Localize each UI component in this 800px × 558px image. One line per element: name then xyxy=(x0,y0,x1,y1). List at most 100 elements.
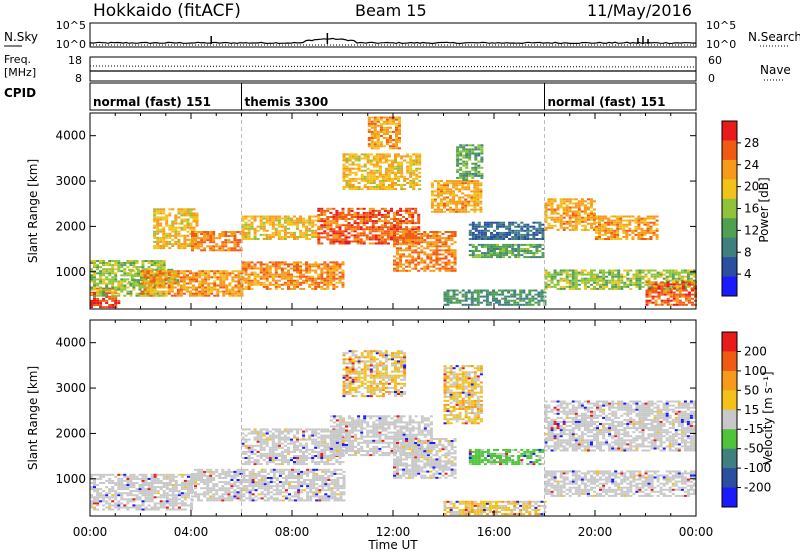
echo-cell xyxy=(510,296,513,298)
echo-cell xyxy=(343,172,346,174)
echo-cell xyxy=(474,300,477,302)
echo-cell xyxy=(467,182,470,184)
echo-cell xyxy=(349,172,352,174)
echo-cell xyxy=(534,298,537,300)
echo-cell xyxy=(290,288,293,290)
echo-cell xyxy=(96,289,99,291)
echo-cell xyxy=(153,237,156,239)
echo-cell xyxy=(516,302,519,304)
echo-cell xyxy=(490,254,493,256)
echo-cell xyxy=(177,216,180,218)
echo-cell xyxy=(634,230,637,232)
echo-cell xyxy=(363,216,366,218)
echo-cell xyxy=(652,287,655,289)
echo-cell xyxy=(502,222,505,224)
echo-cell xyxy=(616,216,619,218)
echo-cell xyxy=(566,213,569,215)
echo-cell xyxy=(142,260,145,262)
echo-cell xyxy=(438,253,441,255)
echo-cell xyxy=(648,270,651,272)
echo-cell xyxy=(281,226,284,228)
echo-cell xyxy=(366,236,369,238)
echo-cell xyxy=(326,224,329,226)
echo-cell xyxy=(233,239,236,241)
echo-cell xyxy=(601,238,604,240)
echo-cell xyxy=(171,243,174,245)
echo-cell xyxy=(102,293,105,295)
echo-cell xyxy=(513,292,516,294)
echo-cell xyxy=(257,216,260,218)
echo-cell xyxy=(566,286,569,288)
echo-cell xyxy=(142,494,145,496)
echo-cell xyxy=(335,274,338,276)
echo-cell xyxy=(108,498,111,500)
echo-cell xyxy=(399,224,402,226)
echo-cell xyxy=(377,133,380,135)
echo-cell xyxy=(616,228,619,230)
echo-cell xyxy=(405,212,408,214)
echo-cell xyxy=(405,231,408,233)
echo-cell xyxy=(145,482,148,484)
echo-cell xyxy=(335,230,338,232)
echo-cell xyxy=(191,249,194,251)
echo-cell xyxy=(676,304,679,306)
echo-cell xyxy=(641,234,644,236)
echo-cell xyxy=(293,268,296,270)
echo-cell xyxy=(655,292,658,294)
echo-cell xyxy=(462,148,465,150)
echo-cell xyxy=(431,203,434,205)
echo-cell xyxy=(272,274,275,276)
echo-cell xyxy=(180,291,183,293)
echo-cell xyxy=(376,186,379,188)
echo-cell xyxy=(93,488,96,490)
echo-cell xyxy=(563,288,566,290)
echo-cell xyxy=(105,500,108,502)
echo-cell xyxy=(302,270,305,272)
echo-cell xyxy=(142,482,145,484)
echo-cell xyxy=(541,298,544,300)
echo-cell xyxy=(590,270,593,272)
echo-cell xyxy=(411,239,414,241)
echo-cell xyxy=(390,238,393,240)
echo-cell xyxy=(159,219,162,221)
echo-cell xyxy=(511,230,514,232)
echo-cell xyxy=(426,268,429,270)
echo-cell xyxy=(180,229,183,231)
echo-cell xyxy=(305,220,308,222)
echo-cell xyxy=(248,280,251,282)
echo-cell xyxy=(129,494,132,496)
echo-cell xyxy=(452,209,455,211)
echo-cell xyxy=(213,283,216,285)
echo-cell xyxy=(532,222,535,224)
echo-cell xyxy=(486,292,489,294)
echo-cell xyxy=(467,201,470,203)
echo-cell xyxy=(411,268,414,270)
echo-cell xyxy=(462,175,465,177)
echo-cell xyxy=(590,198,593,200)
echo-cell xyxy=(613,230,616,232)
echo-cell xyxy=(388,166,391,168)
echo-cell xyxy=(311,216,314,218)
echo-cell xyxy=(435,258,438,260)
echo-cell xyxy=(379,182,382,184)
echo-cell xyxy=(180,208,183,210)
echo-cell xyxy=(366,226,369,228)
echo-cell xyxy=(532,246,535,248)
echo-cell xyxy=(403,176,406,178)
echo-cell xyxy=(484,238,487,240)
echo-cell xyxy=(445,264,448,266)
echo-cell xyxy=(234,291,237,293)
echo-cell xyxy=(411,249,414,251)
echo-cell xyxy=(625,238,628,240)
echo-cell xyxy=(123,492,126,494)
echo-cell xyxy=(423,260,426,262)
echo-cell xyxy=(123,272,126,274)
echo-cell xyxy=(272,216,275,218)
echo-cell xyxy=(648,278,651,280)
echo-cell xyxy=(206,233,209,235)
echo-cell xyxy=(99,272,102,274)
echo-cell xyxy=(203,231,206,233)
echo-cell xyxy=(396,224,399,226)
echo-cell xyxy=(168,274,171,276)
echo-cell xyxy=(254,263,257,265)
